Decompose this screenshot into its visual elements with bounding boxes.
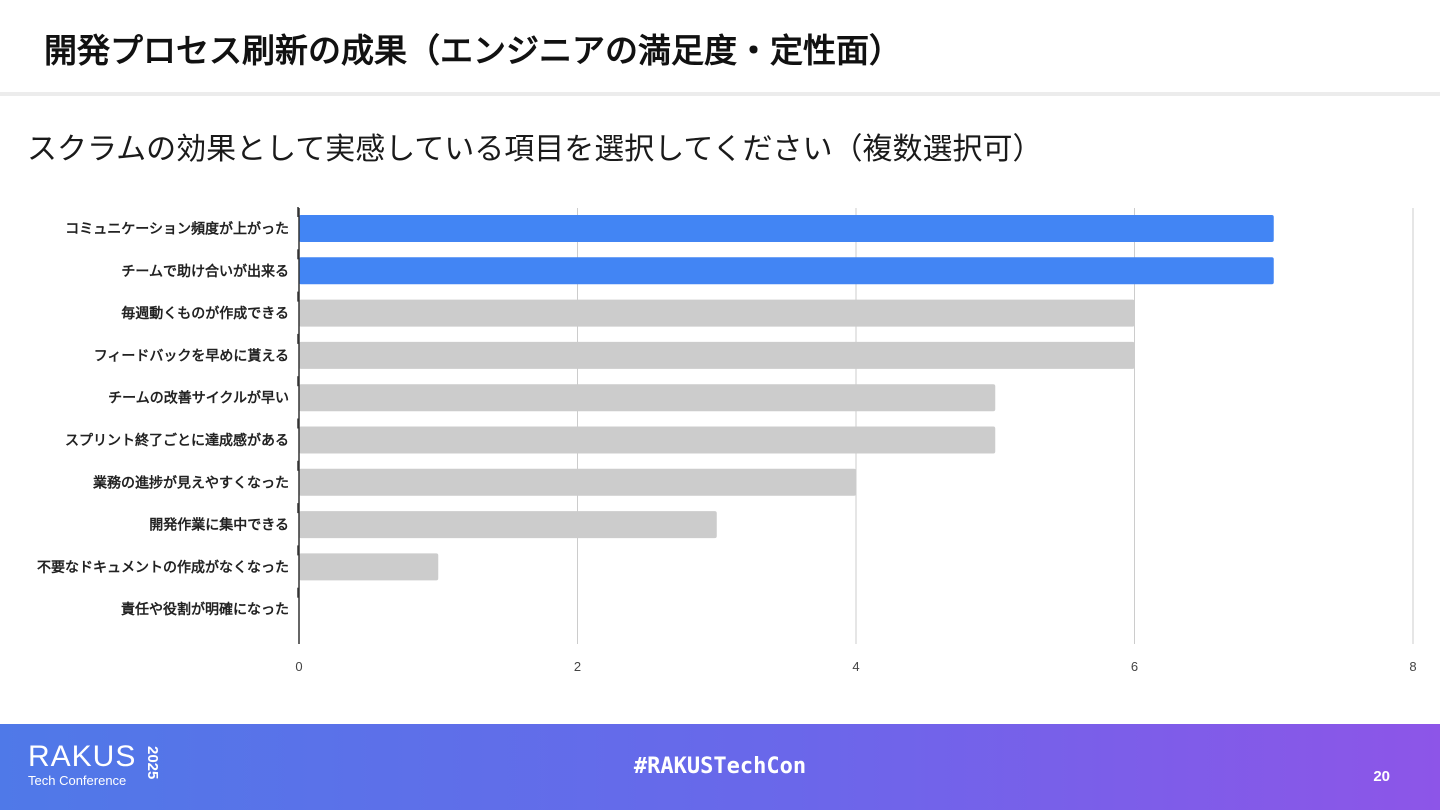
x-tick-label: 2 [574, 659, 581, 674]
event-hashtag: #RAKUSTechCon [633, 754, 807, 779]
category-label: スプリント終了ごとに達成感がある [65, 432, 289, 449]
bar [299, 215, 1274, 242]
axes [297, 207, 300, 644]
category-label: 毎週動くものが作成できる [121, 305, 289, 322]
page-number: 20 [1373, 768, 1390, 785]
x-tick-label: 8 [1409, 659, 1416, 674]
tick-labels: 0 2 4 6 8 [295, 659, 1416, 674]
bar [299, 426, 996, 454]
category-label: チームで助け合いが出来る [121, 263, 289, 280]
bar [299, 468, 856, 496]
footer-bar: RAKUS 2025 Tech Conference #RAKUSTechCon… [0, 724, 1440, 810]
bar [299, 341, 1135, 369]
bar [299, 299, 1135, 327]
bar [299, 384, 996, 412]
bar [299, 553, 439, 581]
category-label: 業務の進捗が見えやすくなった [92, 474, 289, 491]
category-labels: コミュニケーション頻度が上がったチームで助け合いが出来る毎週動くものが作成できる… [37, 221, 289, 619]
bar [299, 511, 717, 539]
x-tick-label: 0 [295, 659, 302, 674]
x-tick-label: 4 [852, 659, 859, 674]
bar-chart: コミュニケーション頻度が上がったチームで助け合いが出来る毎週動くものが作成できる… [37, 207, 1417, 674]
x-tick-label: 6 [1131, 659, 1138, 674]
survey-question: スクラムの効果として実感している項目を選択してください（複数選択可） [27, 132, 1043, 167]
logo-wordmark: RAKUS [28, 740, 137, 773]
bar [299, 257, 1274, 285]
logo-subtitle: Tech Conference [28, 773, 127, 788]
slide-title: 開発プロセス刷新の成果（エンジニアの満足度・定性面） [44, 31, 902, 70]
category-label: 不要なドキュメントの作成がなくなった [37, 559, 289, 576]
category-label: 開発作業に集中できる [149, 517, 289, 534]
title-divider [0, 92, 1440, 96]
rakus-logo: RAKUS 2025 Tech Conference [28, 740, 161, 789]
category-label: チームの改善サイクルが早い [108, 390, 289, 407]
bars [299, 215, 1274, 581]
category-label: フィードバックを早めに貰える [94, 347, 289, 364]
category-label: コミュニケーション頻度が上がった [65, 221, 289, 238]
title-bar: 開発プロセス刷新の成果（エンジニアの満足度・定性面） [0, 0, 1440, 92]
category-label: 責任や役割が明確になった [121, 601, 289, 618]
